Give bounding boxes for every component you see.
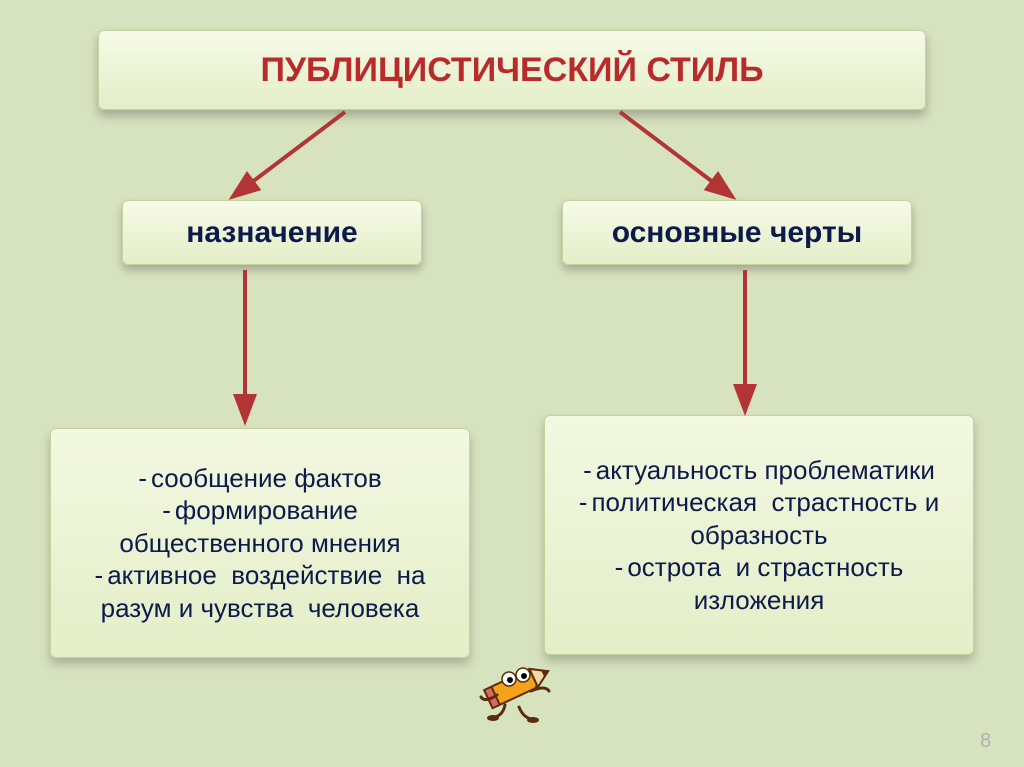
- pencil-mascot-icon: [475, 655, 555, 725]
- arrow-title-to-left: [235, 112, 345, 195]
- page-number: 8: [980, 730, 991, 753]
- arrows-layer: [0, 0, 1024, 767]
- arrow-title-to-right: [620, 112, 730, 195]
